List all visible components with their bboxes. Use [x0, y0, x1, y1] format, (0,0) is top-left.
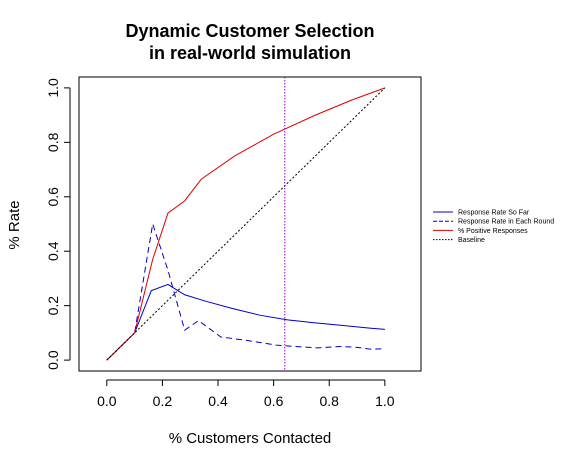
y-axis-label: % Rate [6, 200, 23, 249]
y-axis: 0.0 0.2 0.4 0.6 0.8 1.0 [45, 78, 71, 370]
x-tick-label: 0.8 [320, 393, 340, 409]
series-line-2 [106, 223, 385, 361]
series-line-1 [106, 283, 385, 361]
legend-label-4: Baseline [458, 237, 485, 244]
plot-area [78, 76, 422, 372]
y-tick-label: 0.0 [45, 350, 61, 370]
x-tick-label: 0.0 [97, 393, 117, 409]
x-tick-label: 0.4 [208, 393, 228, 409]
legend-label-2: Response Rate in Each Round [458, 219, 554, 226]
legend-label-3: % Positive Responses [458, 228, 528, 235]
y-tick-label: 1.0 [45, 78, 61, 98]
series-line-3 [106, 87, 386, 361]
y-tick-label: 0.2 [45, 296, 61, 316]
x-axis-label: % Customers Contacted [169, 430, 332, 447]
y-tick-label: 0.6 [45, 187, 61, 207]
x-tick-label: 0.6 [264, 393, 284, 409]
legend: Response Rate So Far Response Rate in Eac… [433, 210, 554, 244]
chart-title-line-2: in real-world simulation [149, 43, 351, 63]
y-tick-label: 0.4 [45, 241, 61, 261]
x-tick-label: 1.0 [375, 393, 395, 409]
x-axis: 0.0 0.2 0.4 0.6 0.8 1.0 [97, 379, 395, 409]
chart-title-line-1: Dynamic Customer Selection [125, 21, 374, 41]
series-layer [106, 77, 386, 371]
x-tick-label: 0.2 [153, 393, 173, 409]
series-line-4 [106, 87, 386, 361]
y-tick-label: 0.8 [45, 132, 61, 152]
legend-label-1: Response Rate So Far [458, 210, 530, 217]
